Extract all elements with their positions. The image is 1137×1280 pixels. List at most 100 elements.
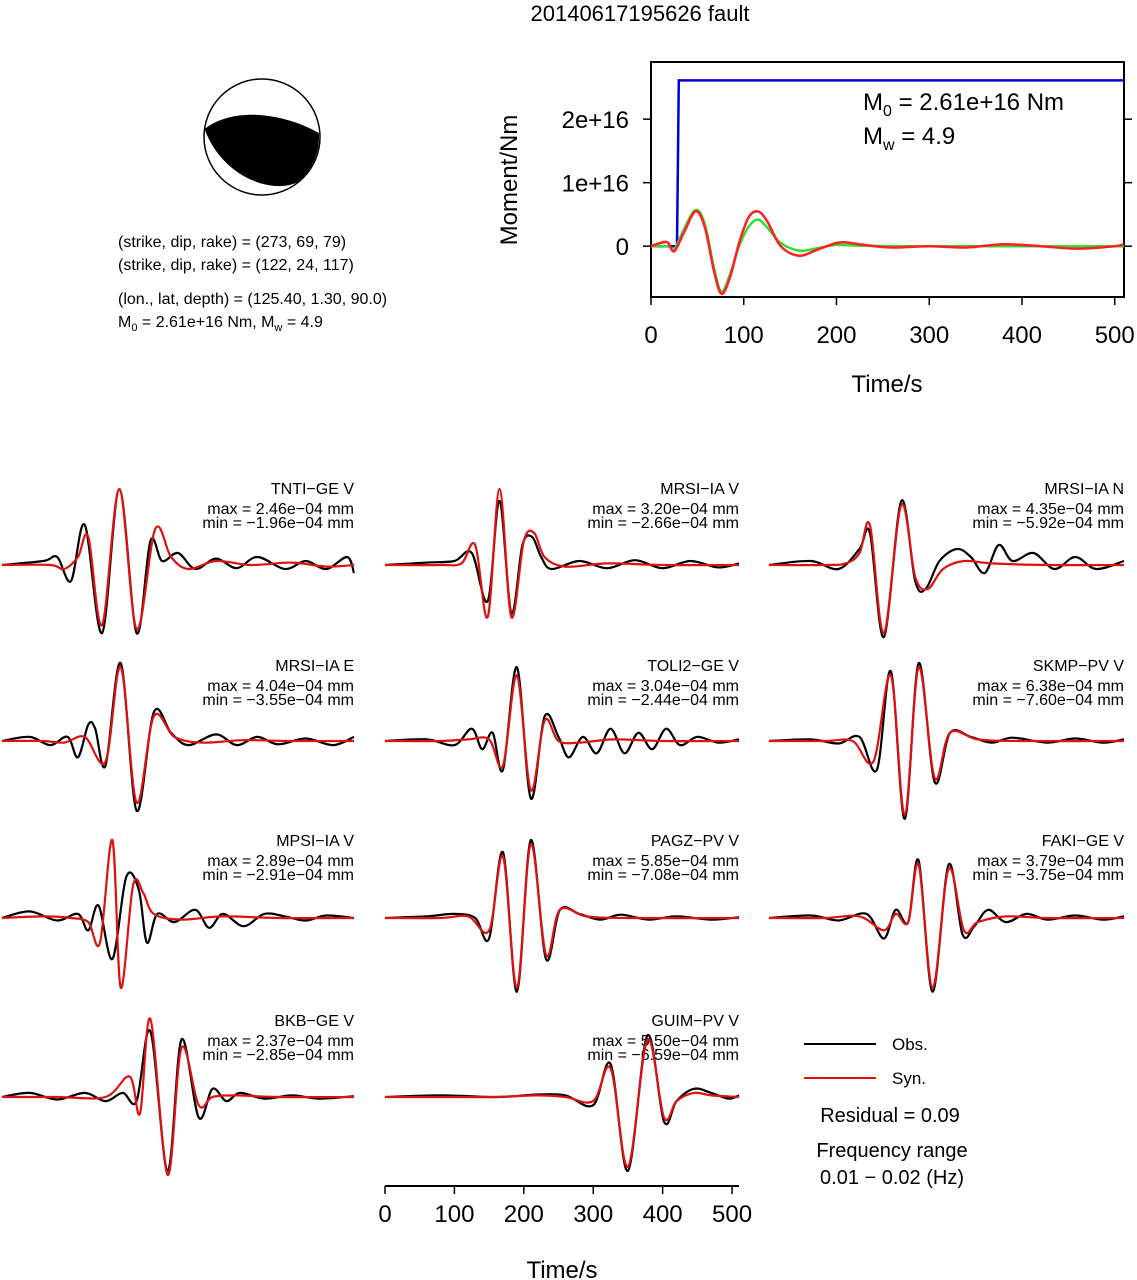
max-amplitude: max = 6.38e−04 mm xyxy=(977,678,1124,695)
min-amplitude: min = −1.96e−04 mm xyxy=(202,515,354,532)
waveform-xtick-label: 300 xyxy=(573,1201,613,1228)
min-amplitude: min = −7.08e−04 mm xyxy=(587,867,739,884)
moment-ytick-label: 1e+16 xyxy=(562,171,629,198)
m0-symbol: M xyxy=(118,314,131,331)
frequency-range-value: 0.01 − 0.02 (Hz) xyxy=(820,1167,964,1189)
annot-mw-subscript: w xyxy=(882,137,895,154)
moment-rate-line-red xyxy=(650,209,1125,296)
nodal-plane-2: (strike, dip, rake) = (122, 24, 117) xyxy=(118,257,354,274)
station-label: GUIM−PV V xyxy=(651,1013,739,1030)
moment-ytick-label: 2e+16 xyxy=(562,107,629,134)
moment-xtick-label: 100 xyxy=(724,322,764,349)
nodal-plane-1: (strike, dip, rake) = (273, 69, 79) xyxy=(118,234,346,251)
synthetic-trace xyxy=(384,487,740,619)
min-amplitude: min = −3.75e−04 mm xyxy=(972,867,1124,884)
station-label: MRSI−IA N xyxy=(1044,481,1124,498)
mw-value: = 4.9 xyxy=(282,314,323,331)
legend: Obs. Syn. Residual = 0.09 Frequency rang… xyxy=(804,1035,968,1189)
min-amplitude: min = −7.60e−04 mm xyxy=(972,692,1124,709)
min-amplitude: min = −2.44e−04 mm xyxy=(587,692,739,709)
observed-trace xyxy=(384,499,740,615)
focal-mechanism-beachball xyxy=(203,78,321,196)
station-label: MRSI−IA E xyxy=(275,658,354,675)
synthetic-trace xyxy=(768,862,1125,989)
moment-plot-frame xyxy=(650,61,1125,298)
mw-subscript: w xyxy=(273,322,282,334)
waveform-xtick-label: 400 xyxy=(643,1201,683,1228)
m0-value: = 2.61e+16 Nm, M xyxy=(137,314,274,331)
legend-syn-label: Syn. xyxy=(892,1069,926,1088)
min-amplitude: min = −2.66e−04 mm xyxy=(587,515,739,532)
max-amplitude: max = 4.04e−04 mm xyxy=(207,678,354,695)
station-label: PAGZ−PV V xyxy=(651,833,740,850)
figure-title: 20140617195626 fault xyxy=(531,1,750,26)
max-amplitude: max = 5.85e−04 mm xyxy=(592,853,739,870)
max-amplitude: max = 3.20e−04 mm xyxy=(592,501,739,518)
station-label: BKB−GE V xyxy=(274,1013,354,1030)
station-label: MRSI−IA V xyxy=(660,481,739,498)
moment-ytick-label: 0 xyxy=(616,234,629,261)
moment-xtick-label: 300 xyxy=(909,322,949,349)
moment-xtick-label: 500 xyxy=(1095,322,1135,349)
min-amplitude: min = −5.92e−04 mm xyxy=(972,515,1124,532)
min-amplitude: min = −6.59e−04 mm xyxy=(587,1047,739,1064)
residual-value: Residual = 0.09 xyxy=(820,1105,960,1127)
waveform-xtick-label: 200 xyxy=(504,1201,544,1228)
observed-trace xyxy=(1,487,356,635)
moment-rate-line-green xyxy=(650,208,1124,294)
max-amplitude: max = 3.79e−04 mm xyxy=(977,853,1124,870)
min-amplitude: min = −2.85e−04 mm xyxy=(202,1047,354,1064)
min-amplitude: min = −2.91e−04 mm xyxy=(202,867,354,884)
moment-xtick-label: 200 xyxy=(816,322,856,349)
moment-annotation-m0: M0 = 2.61e+16 Nm xyxy=(863,89,1064,120)
station-label: MPSI−IA V xyxy=(276,833,354,850)
annot-m0-subscript: 0 xyxy=(883,103,892,120)
station-label: TOLI2−GE V xyxy=(647,658,739,675)
synthetic-trace xyxy=(769,666,1125,816)
synthetic-trace xyxy=(1,487,355,631)
moment-annotation-mw: Mw = 4.9 xyxy=(863,123,955,154)
moment-function-panel: 0 100 200 300 400 500 0 1e+16 2e+16 Moment/Nm Ti… xyxy=(496,61,1135,398)
synthetic-trace xyxy=(385,1038,740,1168)
moment-ylabel: Moment/Nm xyxy=(496,115,523,246)
annot-m0-symbol: M xyxy=(863,89,883,116)
max-amplitude: max = 2.37e−04 mm xyxy=(207,1033,354,1050)
moment-magnitude-line: M0 = 2.61e+16 Nm, Mw = 4.9 xyxy=(118,314,323,334)
station-label: TNTI−GE V xyxy=(271,481,354,498)
station-label: FAKI−GE V xyxy=(1042,833,1125,850)
source-info: (strike, dip, rake) = (273, 69, 79) (str… xyxy=(118,234,387,334)
waveform-xtick-label: 0 xyxy=(378,1201,391,1228)
synthetic-trace xyxy=(384,843,740,989)
moment-xtick-label: 0 xyxy=(644,322,657,349)
waveform-xlabel: Time/s xyxy=(526,1257,597,1280)
waveform-xtick-label: 500 xyxy=(712,1201,752,1228)
max-amplitude: max = 4.35e−04 mm xyxy=(977,501,1124,518)
beachball-compressional-quadrant xyxy=(204,114,320,187)
moment-xtick-label: 400 xyxy=(1002,322,1042,349)
synthetic-trace xyxy=(768,503,1125,635)
annot-m0-value: = 2.61e+16 Nm xyxy=(892,89,1064,116)
moment-curves xyxy=(650,79,1125,296)
min-amplitude: min = −3.55e−04 mm xyxy=(202,692,354,709)
observed-trace xyxy=(384,666,740,800)
location-depth: (lon., lat, depth) = (125.40, 1.30, 90.0… xyxy=(118,291,387,308)
moment-xlabel: Time/s xyxy=(851,371,922,398)
waveform-xtick-label: 100 xyxy=(434,1201,474,1228)
synthetic-trace xyxy=(384,674,740,792)
legend-obs-label: Obs. xyxy=(892,1035,928,1054)
frequency-range-title: Frequency range xyxy=(816,1140,967,1162)
max-amplitude: max = 5.50e−04 mm xyxy=(592,1033,739,1050)
